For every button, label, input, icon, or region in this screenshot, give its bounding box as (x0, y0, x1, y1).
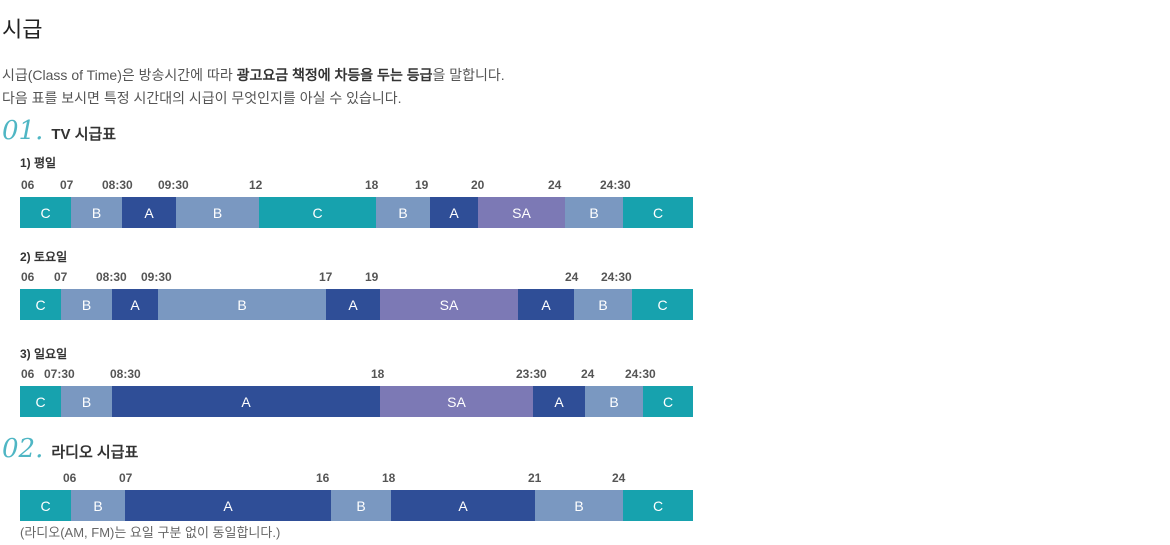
grade-segment-a: A (125, 490, 331, 521)
tick-label: 20 (471, 178, 485, 192)
tick-label: 06 (21, 367, 35, 381)
grade-segment-b: B (61, 386, 112, 417)
saturday-label: 2) 토요일 (20, 250, 68, 264)
grade-segment-b: B (574, 289, 632, 320)
page-title: 시급 (2, 17, 43, 42)
grade-segment-sa: SA (478, 197, 565, 228)
grade-segment-a: A (430, 197, 478, 228)
intro-line-1-bold: 광고요금 책정에 차등을 두는 등급 (236, 67, 433, 83)
radio-note: (라디오(AM, FM)는 요일 구분 없이 동일합니다.) (20, 525, 281, 540)
intro-line-2: 다음 표를 보시면 특정 시간대의 시급이 무엇인지를 아실 수 있습니다. (2, 90, 402, 106)
tick-label: 06 (21, 178, 35, 192)
tick-label: 09:30 (141, 270, 172, 284)
grade-segment-sa: SA (380, 289, 518, 320)
grade-segment-c: C (623, 490, 693, 521)
grade-segment-b: B (176, 197, 259, 228)
grade-segment-c: C (259, 197, 376, 228)
grade-segment-a: A (518, 289, 574, 320)
tick-label: 17 (319, 270, 333, 284)
grade-segment-c: C (632, 289, 693, 320)
grade-segment-c: C (623, 197, 693, 228)
saturday-ticks: 06 07 08:30 09:30 17 19 24 24:30 (20, 270, 693, 286)
tv-section-title: TV 시급표 (51, 126, 117, 143)
tick-label: 24:30 (601, 270, 632, 284)
grade-segment-a: A (326, 289, 380, 320)
tick-label: 23:30 (516, 367, 547, 381)
weekday-bar: C B A B C B A SA B C (20, 197, 693, 228)
grade-segment-a: A (112, 289, 158, 320)
grade-segment-b: B (535, 490, 623, 521)
sunday-label: 3) 일요일 (20, 347, 68, 361)
grade-segment-b: B (585, 386, 643, 417)
tick-label: 08:30 (96, 270, 127, 284)
grade-segment-c: C (20, 289, 61, 320)
sunday-bar: C B A SA A B C (20, 386, 693, 417)
intro-text: 시급(Class of Time)은 방송시간에 따라 광고요금 책정에 차등을… (2, 64, 505, 110)
grade-segment-c: C (20, 386, 61, 417)
radio-section-title: 라디오 시급표 (51, 444, 139, 461)
tick-label: 06 (63, 471, 77, 485)
grade-segment-a: A (391, 490, 535, 521)
saturday-bar: C B A B A SA A B C (20, 289, 693, 320)
tv-section-header: 01. TV 시급표 (2, 116, 116, 146)
radio-section-header: 02. 라디오 시급표 (2, 434, 138, 464)
tick-label: 24:30 (625, 367, 656, 381)
tick-label: 18 (371, 367, 385, 381)
tick-label: 07 (119, 471, 133, 485)
intro-line-1-a: 시급(Class of Time)은 방송시간에 따라 (2, 67, 237, 83)
grade-segment-c: C (20, 490, 71, 521)
intro-line-1: 시급(Class of Time)은 방송시간에 따라 광고요금 책정에 차등을… (2, 64, 505, 87)
intro-line-1-c: 을 말합니다. (432, 67, 505, 83)
radio-ticks: 06 07 16 18 21 24 (20, 471, 693, 487)
tick-label: 21 (528, 471, 542, 485)
grade-segment-b: B (565, 197, 623, 228)
tick-label: 12 (249, 178, 263, 192)
tick-label: 18 (382, 471, 396, 485)
grade-segment-b: B (158, 289, 326, 320)
tick-label: 24:30 (600, 178, 631, 192)
grade-segment-a: A (122, 197, 176, 228)
grade-segment-a: A (112, 386, 380, 417)
grade-segment-c: C (643, 386, 693, 417)
tick-label: 08:30 (110, 367, 141, 381)
tick-label: 08:30 (102, 178, 133, 192)
grade-segment-a: A (533, 386, 585, 417)
radio-section-number: 02. (2, 434, 44, 464)
weekday-ticks: 06 07 08:30 09:30 12 18 19 20 24 24:30 (20, 178, 693, 194)
tick-label: 24 (565, 270, 579, 284)
tick-label: 24 (548, 178, 562, 192)
grade-segment-b: B (71, 197, 122, 228)
tick-label: 07 (54, 270, 68, 284)
grade-segment-b: B (376, 197, 430, 228)
grade-segment-c: C (20, 197, 71, 228)
tick-label: 16 (316, 471, 330, 485)
tick-label: 18 (365, 178, 379, 192)
tick-label: 24 (612, 471, 626, 485)
grade-segment-b: B (61, 289, 112, 320)
tv-section-number: 01. (2, 116, 44, 146)
grade-segment-sa: SA (380, 386, 533, 417)
tick-label: 19 (365, 270, 379, 284)
tick-label: 19 (415, 178, 429, 192)
weekday-label: 1) 평일 (20, 156, 57, 170)
tick-label: 07:30 (44, 367, 75, 381)
grade-segment-b: B (71, 490, 125, 521)
tick-label: 24 (581, 367, 595, 381)
grade-segment-b: B (331, 490, 391, 521)
tick-label: 06 (21, 270, 35, 284)
sunday-ticks: 06 07:30 08:30 18 23:30 24 24:30 (20, 367, 693, 383)
tick-label: 09:30 (158, 178, 189, 192)
tick-label: 07 (60, 178, 74, 192)
